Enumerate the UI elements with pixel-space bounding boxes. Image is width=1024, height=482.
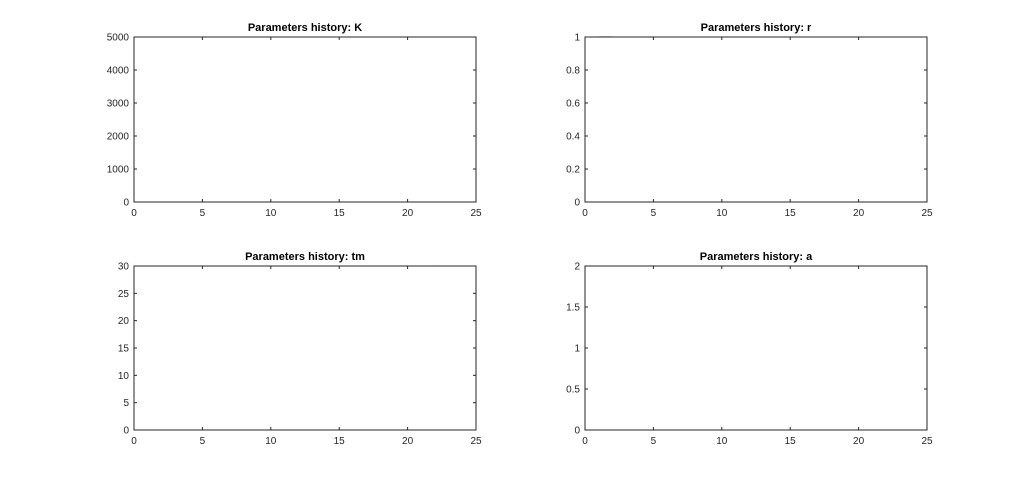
chart-title: Parameters history: r [701, 22, 812, 34]
subplot-k: 0 5 10 15 20 25 0 1000 2000 3000 4000 5000 Parameter… [107, 22, 482, 219]
x-tick-label: 25 [470, 208, 482, 219]
x-tick-label: 15 [785, 208, 797, 219]
y-tick-label: 0 [574, 198, 580, 209]
y-tick-label: 4000 [107, 66, 130, 77]
y-tick-label: 0.5 [566, 385, 580, 396]
subplot-r: 0 5 10 15 20 25 0 0.2 0.4 0.6 0.8 1 Parameters histo… [566, 22, 933, 219]
chart-title: Parameters history: K [248, 22, 362, 34]
y-tick-label: 1000 [107, 165, 130, 176]
y-tick-label: 0 [123, 426, 129, 437]
x-tick-label: 5 [651, 436, 657, 447]
y-tick-label: 5000 [107, 33, 130, 44]
subplot-a: 0 5 10 15 20 25 0 0.5 1 1.5 2 Parameters history: a [566, 251, 933, 447]
y-tick-label: 0.4 [566, 132, 580, 143]
y-tick-label: 0 [574, 426, 580, 437]
x-tick-label: 10 [265, 208, 277, 219]
x-tick-label: 20 [853, 208, 865, 219]
y-tick-label: 0.8 [566, 66, 580, 77]
y-tick-label: 20 [118, 316, 130, 327]
y-tick-label: 1 [574, 344, 580, 355]
x-tick-label: 25 [921, 208, 933, 219]
x-tick-label: 0 [582, 208, 588, 219]
y-tick-label: 1.5 [566, 303, 580, 314]
x-tick-label: 15 [334, 436, 346, 447]
y-tick-label: 25 [118, 289, 130, 300]
y-tick-label: 15 [118, 344, 130, 355]
x-tick-label: 5 [651, 208, 657, 219]
x-tick-label: 10 [265, 436, 277, 447]
subplot-tm: 0 5 10 15 20 25 0 5 10 15 20 25 30 Parameters history… [118, 251, 482, 447]
y-tick-label: 3000 [107, 99, 130, 110]
y-tick-label: 1 [574, 33, 580, 44]
x-tick-label: 25 [921, 436, 933, 447]
y-tick-label: 10 [118, 371, 130, 382]
x-tick-label: 20 [402, 436, 414, 447]
chart-title: Parameters history: tm [245, 251, 365, 263]
y-tick-label: 0.2 [566, 165, 580, 176]
x-tick-label: 15 [334, 208, 346, 219]
x-tick-label: 0 [131, 436, 137, 447]
x-tick-label: 20 [402, 208, 414, 219]
x-tick-label: 0 [131, 208, 137, 219]
x-tick-label: 25 [470, 436, 482, 447]
x-tick-label: 0 [582, 436, 588, 447]
x-tick-label: 15 [785, 436, 797, 447]
axes-frame [584, 36, 928, 203]
x-tick-label: 20 [853, 436, 865, 447]
y-tick-label: 5 [123, 398, 129, 409]
x-tick-label: 5 [200, 208, 206, 219]
y-tick-label: 0.6 [566, 99, 580, 110]
x-tick-label: 10 [716, 208, 728, 219]
y-tick-label: 2000 [107, 132, 130, 143]
chart-title: Parameters history: a [700, 251, 813, 263]
x-tick-label: 5 [200, 436, 206, 447]
x-tick-label: 10 [716, 436, 728, 447]
axes-frame [584, 265, 928, 431]
axes-frame [133, 36, 477, 203]
y-tick-label: 2 [574, 262, 580, 273]
y-tick-label: 0 [123, 198, 129, 209]
axes-frame [133, 265, 477, 431]
y-tick-label: 30 [118, 262, 130, 273]
